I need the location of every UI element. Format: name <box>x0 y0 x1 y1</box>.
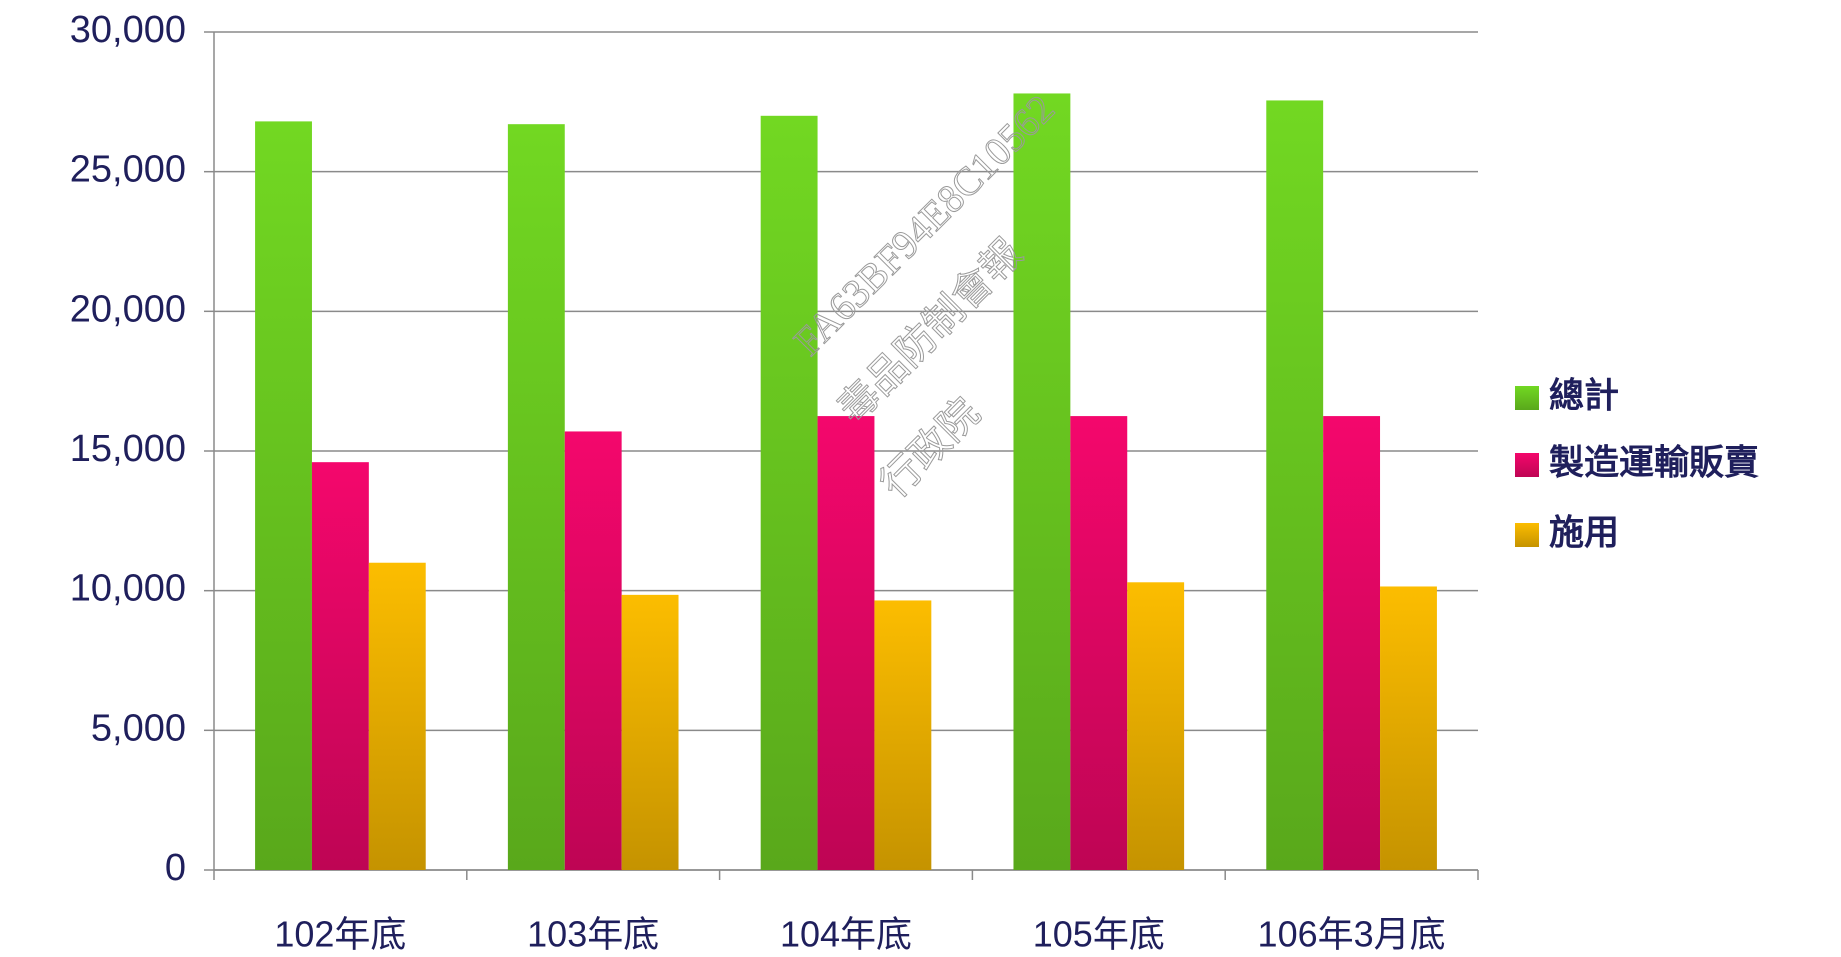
y-tick-label: 25,000 <box>70 149 186 191</box>
legend-label: 施用 <box>1549 513 1619 552</box>
y-tick-label: 15,000 <box>70 428 186 470</box>
bar <box>760 115 818 871</box>
y-tick-label: 5,000 <box>91 707 186 749</box>
x-tick-label: 106年3月底 <box>1258 914 1446 955</box>
y-tick-label: 20,000 <box>70 288 186 330</box>
x-tick-label: 103年底 <box>527 914 659 955</box>
bar <box>1070 416 1128 870</box>
bar <box>621 594 679 870</box>
x-tick-label: 104年底 <box>780 914 912 955</box>
bar <box>1127 582 1185 870</box>
bar <box>255 121 312 871</box>
x-tick-label: 102年底 <box>274 914 406 955</box>
bar <box>564 431 622 870</box>
legend-label: 總計 <box>1549 376 1619 415</box>
legend-swatch <box>1515 453 1539 477</box>
x-tick-label: 105年底 <box>1033 914 1165 955</box>
y-tick-label: 0 <box>165 847 186 889</box>
bar <box>311 462 369 870</box>
bar <box>817 416 875 870</box>
bar <box>1323 416 1381 870</box>
y-tick-label: 10,000 <box>70 568 186 610</box>
bar <box>874 600 932 870</box>
y-tick-label: 30,000 <box>70 9 186 51</box>
bar <box>1266 100 1324 871</box>
bar <box>507 124 565 871</box>
legend-label: 製造運輸販賣 <box>1549 443 1759 482</box>
bar <box>1380 586 1437 870</box>
bar <box>1013 93 1071 871</box>
legend-swatch <box>1515 523 1539 547</box>
bar <box>368 562 426 870</box>
legend-swatch <box>1515 386 1539 410</box>
watermark: 行政院 <box>872 390 989 507</box>
